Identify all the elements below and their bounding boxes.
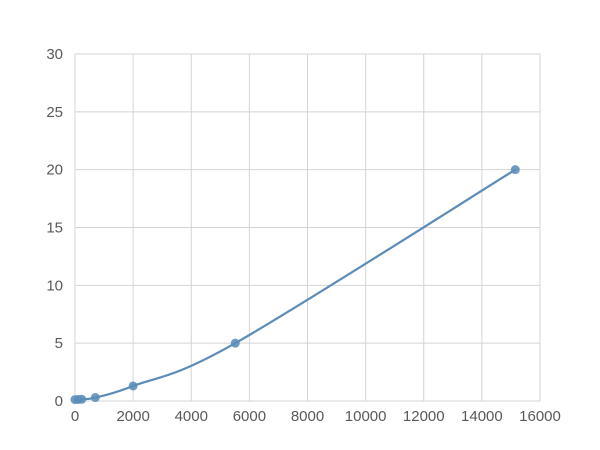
svg-text:4000: 4000 (175, 408, 208, 425)
svg-text:2000: 2000 (116, 408, 149, 425)
svg-text:14000: 14000 (461, 408, 503, 425)
svg-text:0: 0 (71, 408, 79, 425)
svg-text:16000: 16000 (519, 408, 561, 425)
svg-text:30: 30 (46, 46, 63, 63)
svg-text:25: 25 (46, 104, 63, 121)
svg-text:10000: 10000 (345, 408, 387, 425)
svg-text:15: 15 (46, 220, 63, 237)
svg-text:20: 20 (46, 162, 63, 179)
svg-text:5: 5 (55, 335, 63, 352)
svg-text:8000: 8000 (291, 408, 324, 425)
svg-text:10: 10 (46, 277, 63, 294)
svg-text:6000: 6000 (233, 408, 266, 425)
svg-text:12000: 12000 (403, 408, 445, 425)
svg-text:0: 0 (55, 393, 63, 410)
